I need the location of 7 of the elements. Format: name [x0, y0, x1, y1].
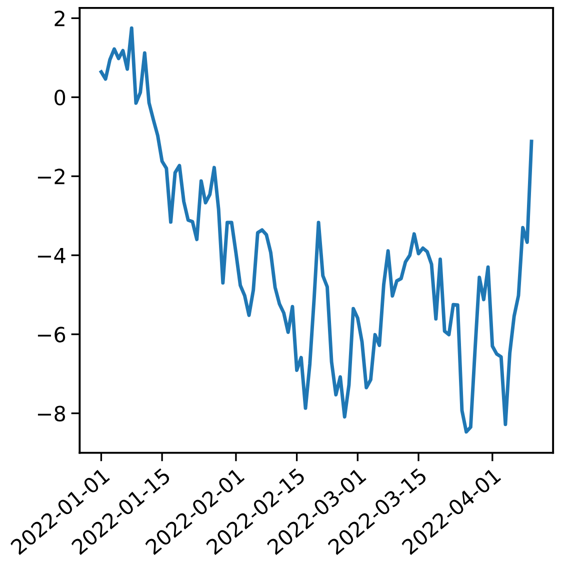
- line-series: [99, 26, 534, 434]
- y-tick-label: −2: [38, 168, 64, 184]
- y-tick-label: 2: [54, 10, 64, 26]
- y-tick-label: 0: [54, 90, 66, 106]
- y-tick-label: −6: [38, 326, 66, 342]
- y-tick-label: −4: [38, 248, 66, 264]
- y-tick-label: −8: [38, 406, 66, 422]
